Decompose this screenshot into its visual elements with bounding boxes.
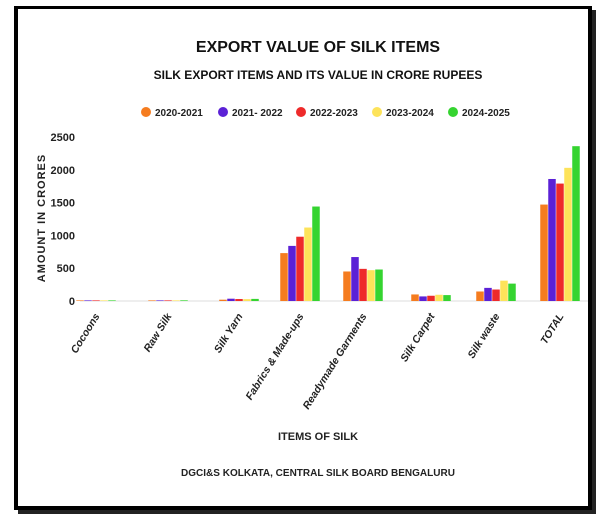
bar	[367, 270, 375, 301]
bar	[296, 236, 304, 301]
bar-group	[148, 300, 188, 301]
x-tick-label: Silk Carpet	[398, 311, 438, 364]
bar	[484, 287, 492, 301]
legend-item: 2020-2021	[141, 107, 203, 119]
x-tick-label: Raw Silk	[141, 310, 175, 354]
legend-swatch	[296, 107, 306, 117]
bar	[219, 299, 227, 301]
x-tick-label: Silk waste	[465, 311, 502, 361]
x-tick-label: Fabrics & Made-ups	[243, 311, 306, 402]
x-tick-label: Cocoons	[69, 311, 103, 356]
bar-group	[76, 300, 116, 301]
legend-item: 2023-2024	[372, 107, 434, 119]
chart-subtitle: SILK EXPORT ITEMS AND ITS VALUE IN CRORE…	[154, 68, 483, 82]
bar	[564, 167, 572, 301]
bar	[280, 253, 288, 301]
bar	[492, 289, 500, 301]
legend-item: 2022-2023	[296, 107, 358, 119]
legend-item: 2024-2025	[448, 107, 510, 119]
bar	[251, 298, 259, 301]
y-tick-label: 2500	[51, 132, 75, 144]
bar	[288, 245, 296, 301]
legend-swatch	[141, 107, 151, 117]
bar	[92, 300, 100, 301]
bar	[243, 299, 251, 301]
y-tick-label: 2000	[51, 165, 75, 177]
bar	[443, 295, 451, 301]
legend-swatch	[448, 107, 458, 117]
y-axis-label: AMOUNT IN CRORES	[36, 154, 48, 282]
bar-group	[476, 280, 516, 301]
x-tick-label: Readymade Garments	[301, 311, 370, 412]
y-tick-label: 1500	[51, 198, 75, 210]
bar	[156, 300, 164, 301]
bar	[84, 300, 92, 301]
bar	[312, 206, 320, 301]
bar	[435, 294, 443, 301]
bar	[572, 146, 580, 301]
bar-group	[343, 257, 383, 301]
legend-swatch	[218, 107, 228, 117]
bar	[500, 280, 508, 301]
bar	[148, 300, 156, 301]
legend-item: 2021- 2022	[218, 107, 283, 119]
bar	[540, 204, 548, 301]
bar	[343, 271, 351, 301]
bar-group	[411, 294, 451, 301]
bar	[227, 298, 235, 301]
bar	[180, 300, 188, 301]
y-tick-label: 1000	[51, 230, 75, 242]
legend-label: 2024-2025	[462, 108, 510, 119]
legend-label: 2022-2023	[310, 108, 358, 119]
bar	[172, 300, 180, 301]
bar	[419, 296, 427, 301]
legend-label: 2023-2024	[386, 108, 434, 119]
chart-border	[14, 6, 592, 510]
bar-group	[540, 146, 580, 301]
bar	[359, 268, 367, 301]
bar	[304, 227, 312, 301]
x-tick-label: Silk Yarn	[212, 311, 246, 355]
bar	[100, 300, 108, 301]
legend: 2020-2021 2021- 2022 2022-2023 2023-2024 202…	[141, 107, 510, 119]
bar	[235, 299, 243, 301]
bar	[108, 300, 116, 301]
y-tick-label: 500	[57, 263, 75, 275]
legend-label: 2020-2021	[155, 108, 203, 119]
bar-group	[219, 298, 259, 301]
bars	[76, 146, 580, 301]
y-axis-ticks: 0 500 1000 1500 2000 2500	[51, 132, 75, 308]
bar	[76, 300, 84, 301]
bar	[375, 269, 383, 301]
bar	[164, 300, 172, 301]
legend-swatch	[372, 107, 382, 117]
bar	[556, 183, 564, 301]
source-note: DGCI&S KOLKATA, CENTRAL SILK BOARD BENGA…	[181, 468, 455, 479]
bar	[411, 294, 419, 301]
bar	[548, 178, 556, 301]
y-tick-label: 0	[69, 296, 75, 308]
bar	[508, 283, 516, 301]
x-axis-label: ITEMS OF SILK	[278, 431, 358, 443]
x-tick-label: TOTAL	[538, 311, 566, 346]
bar-group	[280, 206, 320, 301]
bar	[351, 257, 359, 301]
bar	[427, 295, 435, 301]
chart-title: EXPORT VALUE OF SILK ITEMS	[196, 39, 440, 56]
bar	[476, 291, 484, 301]
legend-label: 2021- 2022	[232, 108, 283, 119]
